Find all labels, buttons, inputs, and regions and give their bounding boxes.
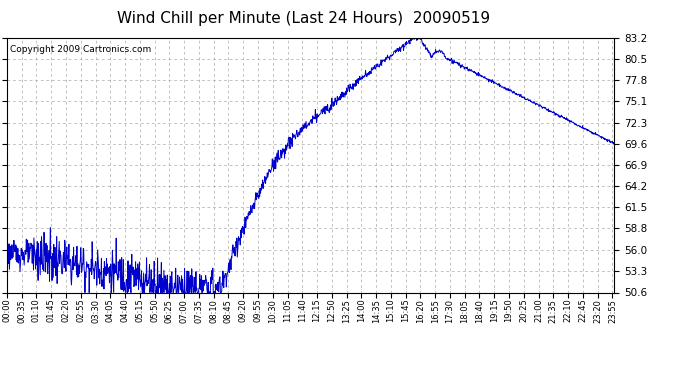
Text: Copyright 2009 Cartronics.com: Copyright 2009 Cartronics.com <box>10 45 151 54</box>
Text: Wind Chill per Minute (Last 24 Hours)  20090519: Wind Chill per Minute (Last 24 Hours) 20… <box>117 11 490 26</box>
